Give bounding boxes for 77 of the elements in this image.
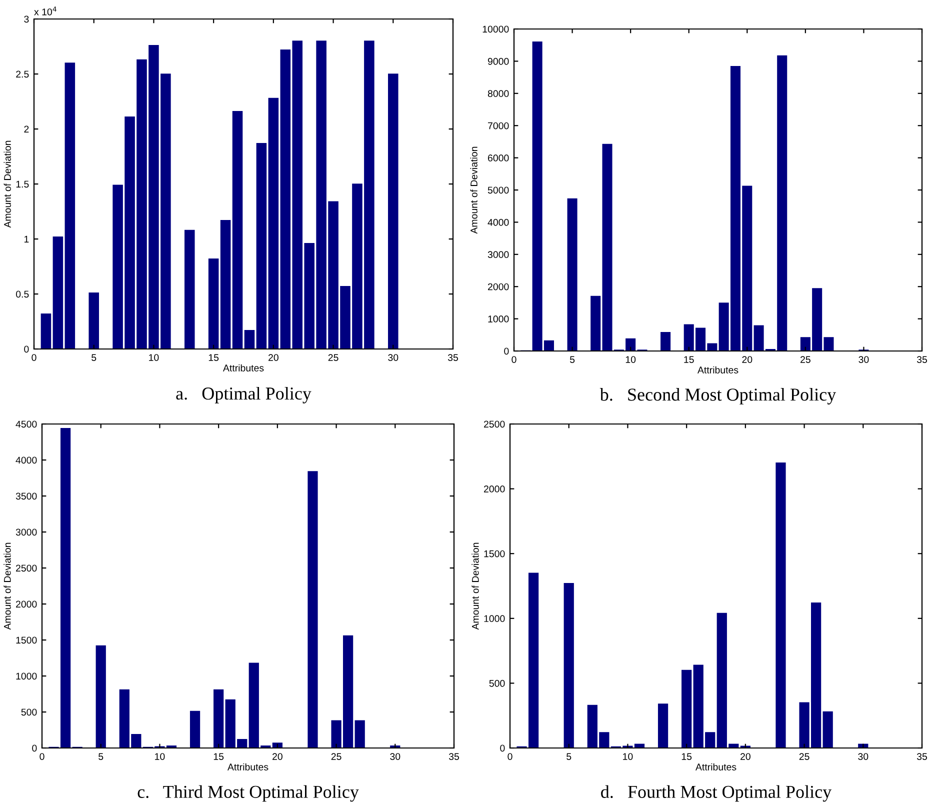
y-tick-label: 1	[24, 236, 29, 243]
y-tick-label: 2000	[488, 283, 509, 290]
y-tick-label: 5000	[488, 186, 509, 194]
x-tick-label: 20	[742, 356, 752, 363]
y-tick-label: 4500	[16, 420, 37, 428]
x-tick-label: 15	[208, 354, 219, 361]
x-tick-label: 15	[682, 753, 692, 760]
x-tick-label: 25	[331, 753, 342, 760]
x-tick-label: 20	[272, 753, 282, 760]
x-tick-label: 25	[328, 354, 338, 361]
x-tick-label: 10	[623, 753, 633, 760]
y-tick-label: 1500	[484, 550, 505, 558]
x-tick-label: 5	[98, 753, 104, 760]
y-tick-label: 3500	[16, 492, 37, 500]
x-tick-label: 20	[740, 753, 750, 760]
y-tick-label: 2000	[16, 600, 37, 608]
y-tick-label: 10000	[482, 26, 509, 33]
x-axis-title: Attributes	[227, 763, 268, 770]
x-tick-label: 10	[626, 356, 636, 363]
y-axis-title: Amount of Deviation	[4, 140, 11, 228]
x-tick-label: 35	[448, 354, 458, 361]
y-tick-label: 0	[500, 744, 505, 752]
x-tick-label: 30	[858, 753, 868, 760]
text: a. Optimal Policy	[176, 386, 312, 404]
x-axis-title: Attributes	[697, 366, 738, 374]
y-tick-label: 2	[24, 126, 29, 133]
y-tick-label: 3000	[16, 528, 37, 536]
y-axis-title: Amount of Deviation	[470, 146, 478, 234]
x-tick-label: 15	[684, 356, 694, 363]
x-tick-label: 35	[916, 753, 927, 760]
y-axis-title: Amount of Deviation	[4, 542, 11, 630]
y-tick-label: 9000	[488, 58, 509, 65]
y-tick-label: 500	[489, 680, 505, 687]
text: b. Second Most Optimal Policy	[600, 388, 836, 404]
y-tick-label: 2500	[484, 420, 505, 428]
x-tick-label: 30	[388, 354, 398, 361]
text: c. Third Most Optimal Policy	[138, 785, 359, 802]
x-tick-label: 30	[390, 753, 400, 760]
x-tick-label: 25	[799, 753, 810, 760]
y-tick-label: 1000	[16, 672, 37, 680]
x-tick-label: 35	[448, 753, 459, 760]
x-tick-label: 0	[40, 753, 44, 760]
y-tick-label: 2000	[484, 486, 505, 492]
y-tick-label: 0	[504, 348, 509, 355]
x-tick-label: 25	[800, 356, 810, 363]
x-tick-label: 10	[155, 753, 165, 760]
x-tick-label: 35	[916, 356, 927, 363]
x-tick-label: 10	[149, 354, 159, 361]
y-tick-label: 0.5	[16, 290, 29, 298]
y-tick-label: 2500	[16, 564, 37, 572]
text: x 10$^{4}$	[34, 6, 56, 16]
x-tick-label: 5	[92, 354, 96, 361]
x-tick-label: 5	[570, 356, 575, 363]
y-tick-label: 1500	[16, 636, 37, 644]
x-tick-label: 30	[858, 356, 869, 363]
y-tick-label: 1000	[484, 615, 505, 622]
y-tick-label: 2.5	[16, 70, 29, 78]
y-axis-title: Amount of Deviation	[472, 542, 479, 630]
x-tick-label: 0	[512, 356, 516, 363]
y-tick-label: 0	[24, 346, 29, 353]
y-tick-label: 500	[21, 708, 37, 716]
x-tick-label: 5	[566, 753, 572, 760]
y-tick-label: 1000	[488, 316, 509, 322]
y-tick-label: 4000	[488, 218, 509, 226]
x-axis-title: Attributes	[222, 364, 264, 372]
text: d. Fourth Most Optimal Policy	[601, 785, 832, 802]
y-tick-label: 0	[32, 744, 37, 752]
y-tick-label: 4000	[16, 456, 37, 464]
y-tick-label: 1.5	[16, 180, 29, 188]
y-tick-label: 6000	[488, 154, 509, 162]
y-tick-label: 3	[24, 16, 29, 23]
y-tick-label: 8000	[488, 90, 509, 98]
x-tick-label: 20	[268, 354, 278, 361]
y-tick-label: 3000	[488, 251, 509, 258]
x-tick-label: 15	[214, 753, 224, 760]
x-axis-title: Attributes	[695, 763, 736, 770]
y-tick-label: 7000	[488, 122, 509, 130]
